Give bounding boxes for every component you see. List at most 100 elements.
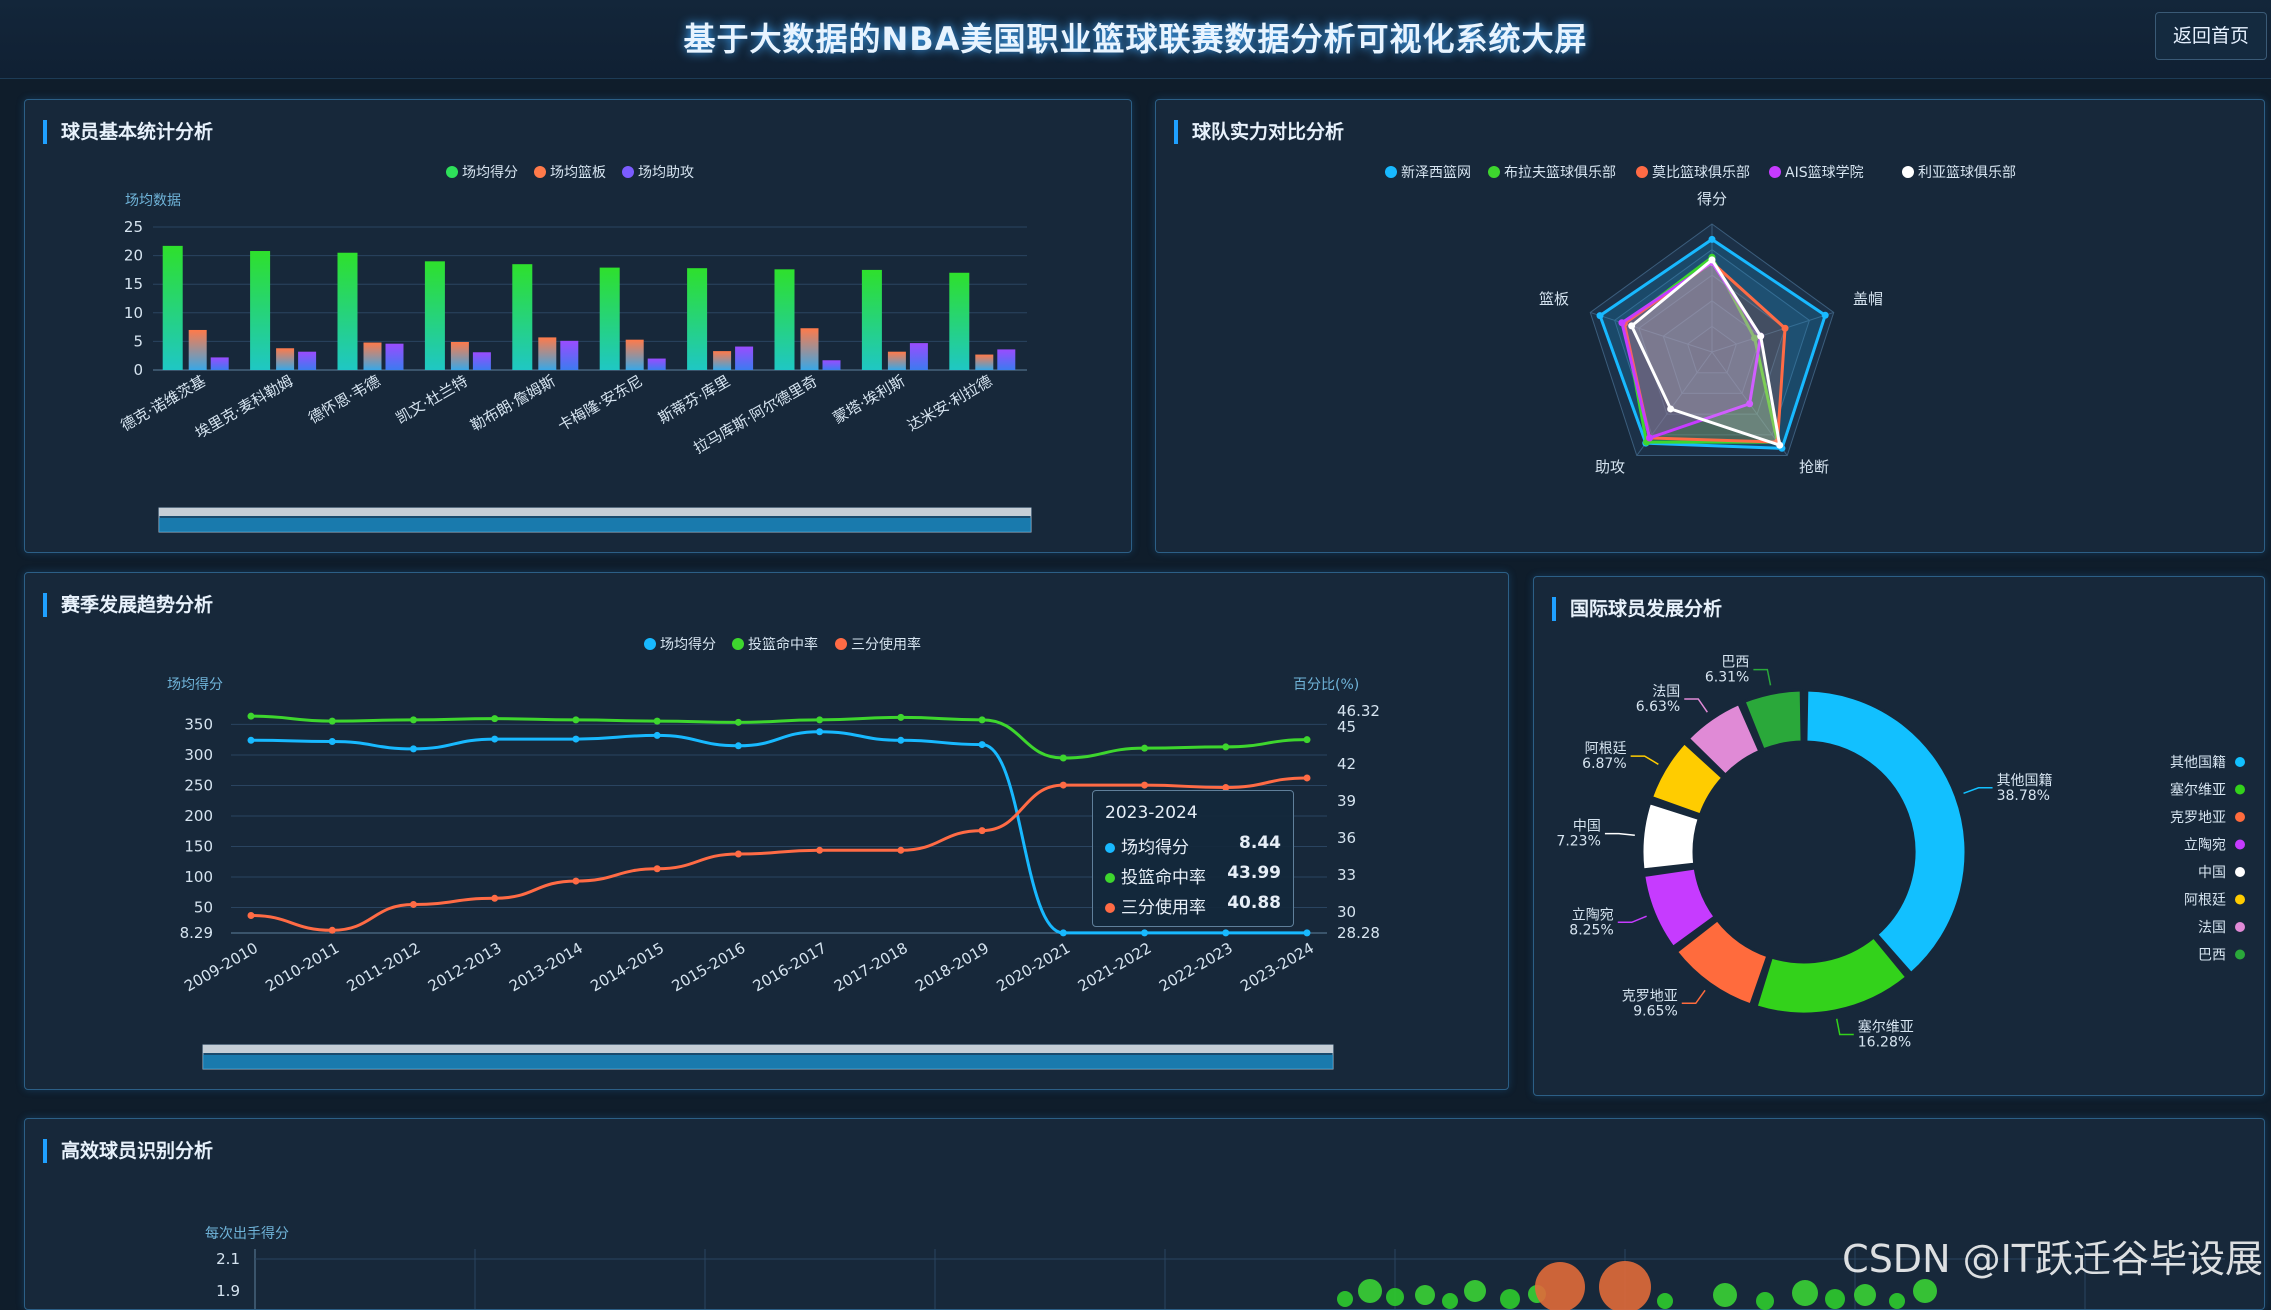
scatter-point [1713, 1283, 1737, 1307]
scatter-point [1415, 1285, 1435, 1305]
legend-marker [1488, 166, 1500, 178]
tooltip-row: 三分使用率 40.88 [1105, 893, 1281, 918]
panel-title-efficient: 高效球员识别分析 [43, 1139, 213, 1163]
x-tick-label: 2013-2014 [506, 939, 586, 995]
legend-label: 投篮命中率 [748, 636, 818, 653]
x-tick-label: 2020-2021 [993, 939, 1073, 995]
slice-percent-label: 7.23% [1556, 834, 1600, 850]
data-point [1141, 744, 1149, 752]
legend-marker [2235, 784, 2245, 795]
data-point [409, 745, 417, 753]
radar-point [1618, 319, 1626, 327]
radar-point [1667, 405, 1675, 413]
header: 基于大数据的NBA美国职业篮球联赛数据分析可视化系统大屏 返回首页 [0, 0, 2271, 79]
bar [861, 269, 882, 370]
data-point [897, 846, 905, 854]
legend-marker [835, 638, 847, 650]
data-point [653, 731, 661, 739]
y-tick-label-right: 45 [1337, 718, 1356, 736]
legend-label: 克罗地亚 [2170, 810, 2226, 826]
bar [822, 360, 841, 370]
player-stats-bar-chart: 场均得分 场均篮板 场均助攻场均数据0510152025德克·诺维茨基埃里克·麦科勒… [118, 164, 1032, 533]
y-tick-label-left: 300 [184, 746, 213, 764]
radar-point [1757, 332, 1765, 340]
radar-point [1776, 441, 1784, 449]
slice-name-label: 中国 [1573, 819, 1601, 835]
donut-slice [1754, 935, 1909, 1016]
tooltip-value: 40.88 [1227, 893, 1281, 913]
bar [210, 357, 229, 370]
bar [512, 264, 533, 370]
page-title: 基于大数据的NBA美国职业篮球联赛数据分析可视化系统大屏 [683, 20, 1588, 58]
scatter-point [1386, 1288, 1404, 1306]
y-tick-label-right: 42 [1337, 755, 1356, 773]
zoom-slider-handle [203, 1045, 1333, 1053]
data-point [978, 716, 986, 724]
data-point [897, 713, 905, 721]
data-point [734, 718, 742, 726]
tooltip-label: 三分使用率 [1121, 898, 1206, 918]
radar-indicator-label: 得分 [1697, 190, 1727, 208]
bar [424, 261, 445, 370]
legend-label: 利亚篮球俱乐部 [1918, 165, 2016, 181]
y-axis-label: 场均数据 [125, 193, 181, 209]
y-tick-label: 5 [133, 332, 143, 350]
y-tick-label: 25 [124, 218, 143, 236]
watermark: CSDN @IT跃迁谷毕设展 [1842, 1237, 2263, 1281]
x-tick-label: 斯蒂芬·库里 [655, 372, 733, 427]
donut-slice [1742, 688, 1804, 752]
bar [735, 346, 754, 370]
legend-marker [1902, 166, 1914, 178]
legend-marker [2235, 949, 2245, 960]
y-tick-label-right: 46.32 [1337, 702, 1380, 720]
x-tick-label: 卡梅隆·安东尼 [555, 372, 646, 435]
tooltip-label: 场均得分 [1121, 838, 1189, 858]
legend-label: 塞尔维亚 [2170, 782, 2226, 799]
scatter-point [1442, 1293, 1458, 1309]
radar-point [1646, 434, 1654, 442]
legend-label: 法国 [2198, 920, 2226, 936]
bar [276, 348, 295, 370]
back-home-button[interactable]: 返回首页 [2155, 12, 2267, 60]
bar [450, 341, 469, 370]
x-tick-label: 2016-2017 [750, 939, 830, 995]
data-point [247, 912, 255, 920]
data-point [1303, 929, 1311, 937]
scatter-point [1464, 1280, 1486, 1302]
legend-marker [2235, 894, 2245, 905]
x-tick-label: 2010-2011 [262, 939, 342, 995]
y-axis-label-left: 场均得分 [167, 676, 223, 693]
legend-label: 新泽西篮网 [1401, 165, 1471, 181]
data-point [816, 846, 824, 854]
bar [713, 351, 732, 370]
legend-label: 场均得分 [660, 636, 716, 653]
bar [538, 337, 557, 370]
efficient-player-panel: 高效球员识别分析 每次出手得分 2.1 1.9 [24, 1118, 2265, 1310]
legend-label: 其他国籍 [2170, 754, 2226, 771]
bar [298, 351, 317, 370]
legend-label: 巴西 [2198, 948, 2226, 964]
scatter-point [1792, 1280, 1818, 1306]
y-tick-label: 1.9 [216, 1282, 240, 1300]
radar-point [1708, 256, 1716, 264]
scatter-point [1825, 1289, 1845, 1309]
data-point [734, 850, 742, 858]
legend-marker [1385, 166, 1397, 178]
x-tick-label: 2011-2012 [344, 939, 424, 995]
label-leader-line [1835, 1018, 1854, 1036]
data-point [734, 742, 742, 750]
slice-percent-label: 8.25% [1569, 922, 1613, 938]
tooltip-row: 场均得分 8.44 [1105, 833, 1281, 858]
legend-label: 场均得分 [462, 164, 518, 181]
legend-label: 场均助攻 [638, 165, 694, 181]
data-point [572, 735, 580, 743]
data-point [409, 716, 417, 724]
data-point [1303, 774, 1311, 782]
radar-indicator-label: 盖帽 [1853, 290, 1883, 308]
scatter-point [1599, 1261, 1651, 1310]
bar [774, 269, 795, 370]
scatter-point [1358, 1279, 1382, 1303]
donut-slice [1649, 741, 1725, 817]
data-point [978, 741, 986, 749]
